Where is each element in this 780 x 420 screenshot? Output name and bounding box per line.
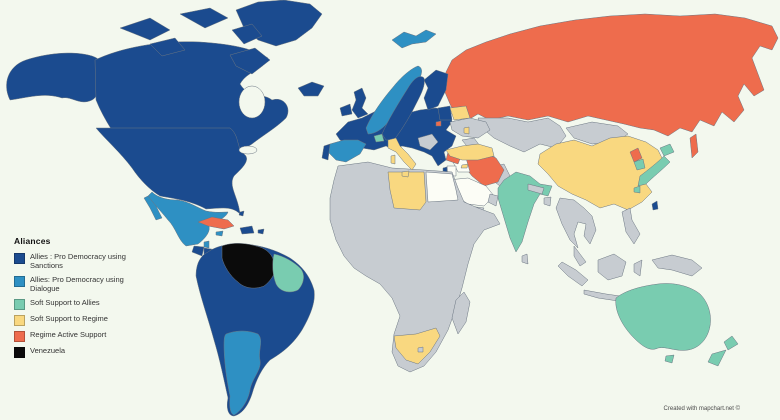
swatch-dialogue <box>14 275 25 287</box>
island-kyushu[interactable] <box>633 185 641 194</box>
legend-item-dialogue: Allies: Pro Democracy using Dialogue <box>14 275 146 294</box>
country-italy[interactable] <box>387 137 417 171</box>
country-united-kingdom[interactable] <box>351 87 369 119</box>
arctic-island-2[interactable] <box>179 7 229 29</box>
great-lakes <box>238 145 258 155</box>
country-turkey[interactable] <box>445 143 495 161</box>
island-bahamas[interactable] <box>238 210 245 217</box>
country-russia-sakhalin[interactable] <box>689 133 699 159</box>
country-argentina[interactable] <box>223 330 261 416</box>
legend-label: Soft Support to Regime <box>30 313 108 323</box>
island-sulawesi[interactable] <box>633 259 643 277</box>
legend-item-soft-allies: Soft Support to Allies <box>14 298 146 310</box>
swatch-venezuela <box>14 346 25 358</box>
island-sicily[interactable] <box>401 170 410 178</box>
island-sardinia[interactable] <box>390 154 396 165</box>
country-australia[interactable] <box>615 283 711 351</box>
island-honshu[interactable] <box>637 155 671 187</box>
country-belize[interactable] <box>203 240 210 249</box>
island-sumatra[interactable] <box>557 261 589 287</box>
country-new-zealand-north[interactable] <box>723 335 739 351</box>
country-norway[interactable] <box>365 65 422 135</box>
legend-label: Allies : Pro Democracy using Sanctions <box>30 252 126 271</box>
country-ireland[interactable] <box>339 103 353 117</box>
island-puerto-rico[interactable] <box>257 228 265 235</box>
country-bangladesh[interactable] <box>543 196 552 207</box>
arctic-island-3[interactable] <box>231 23 263 45</box>
legend-item-sanctions: Allies : Pro Democracy using Sanctions <box>14 252 146 271</box>
legend: Aliances Allies : Pro Democracy using Sa… <box>14 236 146 362</box>
country-ukraine[interactable] <box>449 117 491 139</box>
legend-title: Aliances <box>14 236 51 246</box>
country-nepal[interactable] <box>527 183 545 195</box>
country-guatemala[interactable] <box>191 245 205 257</box>
swatch-soft-regime <box>14 314 25 326</box>
island-java[interactable] <box>583 289 621 302</box>
arctic-island-1[interactable] <box>119 17 171 41</box>
country-jamaica[interactable] <box>215 230 224 237</box>
country-madagascar[interactable] <box>451 291 471 335</box>
country-taiwan[interactable] <box>651 200 659 211</box>
country-russia[interactable] <box>443 13 779 137</box>
country-lesotho[interactable] <box>417 346 424 353</box>
territory-kaliningrad[interactable] <box>435 120 442 127</box>
country-south-africa[interactable] <box>393 327 441 365</box>
region-western-balkans[interactable] <box>417 133 439 151</box>
island-borneo[interactable] <box>597 253 627 281</box>
legend-label: Regime Active Support <box>30 329 107 339</box>
country-spain[interactable] <box>327 139 367 163</box>
country-iceland[interactable] <box>297 81 325 97</box>
legend-label: Allies: Pro Democracy using Dialogue <box>30 274 124 294</box>
arctic-island-4[interactable] <box>149 37 186 57</box>
country-new-zealand-south[interactable] <box>707 349 727 367</box>
island-new-guinea[interactable] <box>651 254 703 277</box>
country-switzerland[interactable] <box>373 133 385 143</box>
region-guianas[interactable] <box>272 253 304 293</box>
country-moldova[interactable] <box>463 126 470 135</box>
attribution-text: Created with mapchart.net © <box>663 406 740 412</box>
hudson-bay <box>238 85 266 119</box>
legend-label: Venezuela <box>30 345 66 355</box>
island-baffin[interactable] <box>229 47 271 75</box>
country-cuba[interactable] <box>197 216 235 230</box>
country-india[interactable] <box>497 171 553 253</box>
legend-item-regime-active: Regime Active Support <box>14 330 146 342</box>
swatch-regime-active <box>14 330 25 342</box>
territory-svalbard[interactable] <box>391 29 437 49</box>
country-portugal[interactable] <box>321 143 331 161</box>
country-philippines[interactable] <box>621 207 641 245</box>
region-baltic-states[interactable] <box>437 105 453 121</box>
country-libya[interactable] <box>387 171 427 211</box>
region-baja-california[interactable] <box>143 195 163 221</box>
region-malay-peninsula[interactable] <box>573 245 587 267</box>
country-sweden[interactable] <box>381 76 425 141</box>
country-cyprus[interactable] <box>460 163 469 169</box>
swatch-sanctions <box>14 253 25 264</box>
island-hokkaido[interactable] <box>659 143 675 157</box>
continent-africa[interactable] <box>329 161 501 373</box>
swatch-soft-allies <box>14 298 25 310</box>
country-united-states[interactable] <box>95 127 247 215</box>
country-sri-lanka[interactable] <box>521 253 529 265</box>
country-venezuela[interactable] <box>221 243 276 289</box>
country-south-korea[interactable] <box>633 158 646 171</box>
island-tasmania[interactable] <box>664 354 675 364</box>
country-egypt[interactable] <box>425 171 459 203</box>
country-north-korea[interactable] <box>629 147 643 163</box>
island-hispaniola[interactable] <box>239 225 255 235</box>
legend-label: Soft Support to Allies <box>30 297 100 307</box>
region-alaska[interactable] <box>6 52 106 103</box>
country-finland[interactable] <box>423 69 449 111</box>
region-indochina[interactable] <box>555 197 597 249</box>
legend-item-venezuela: Venezuela <box>14 346 146 358</box>
legend-item-soft-regime: Soft Support to Regime <box>14 314 146 326</box>
country-oman[interactable] <box>487 193 499 207</box>
